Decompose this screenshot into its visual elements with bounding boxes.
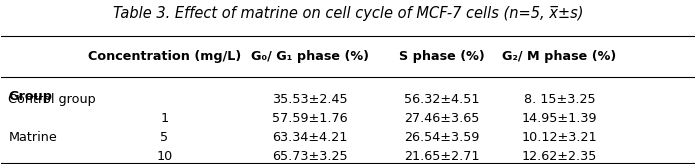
Text: G₂/ M phase (%): G₂/ M phase (%)	[503, 50, 617, 63]
Text: 8. 15±3.25: 8. 15±3.25	[523, 93, 595, 106]
Text: 56.32±4.51: 56.32±4.51	[404, 93, 480, 106]
Text: 5: 5	[160, 131, 168, 144]
Text: S phase (%): S phase (%)	[399, 50, 484, 63]
Text: 21.65±2.71: 21.65±2.71	[404, 150, 480, 163]
Text: 35.53±2.45: 35.53±2.45	[272, 93, 348, 106]
Text: Table 3. Effect of matrine on cell cycle of MCF-7 cells (n=5, x̅±s): Table 3. Effect of matrine on cell cycle…	[113, 6, 583, 21]
Text: 57.59±1.76: 57.59±1.76	[272, 112, 348, 125]
Text: 12.62±2.35: 12.62±2.35	[522, 150, 597, 163]
Text: 65.73±3.25: 65.73±3.25	[272, 150, 348, 163]
Text: 14.95±1.39: 14.95±1.39	[522, 112, 597, 125]
Text: 10: 10	[156, 150, 173, 163]
Text: 26.54±3.59: 26.54±3.59	[404, 131, 480, 144]
Text: Group: Group	[8, 90, 52, 103]
Text: Concentration (mg/L): Concentration (mg/L)	[88, 50, 241, 63]
Text: 63.34±4.21: 63.34±4.21	[272, 131, 347, 144]
Text: Control group: Control group	[8, 93, 96, 106]
Text: G₀/ G₁ phase (%): G₀/ G₁ phase (%)	[251, 50, 369, 63]
Text: 27.46±3.65: 27.46±3.65	[404, 112, 480, 125]
Text: Matrine: Matrine	[8, 131, 57, 144]
Text: 1: 1	[160, 112, 168, 125]
Text: 10.12±3.21: 10.12±3.21	[521, 131, 597, 144]
